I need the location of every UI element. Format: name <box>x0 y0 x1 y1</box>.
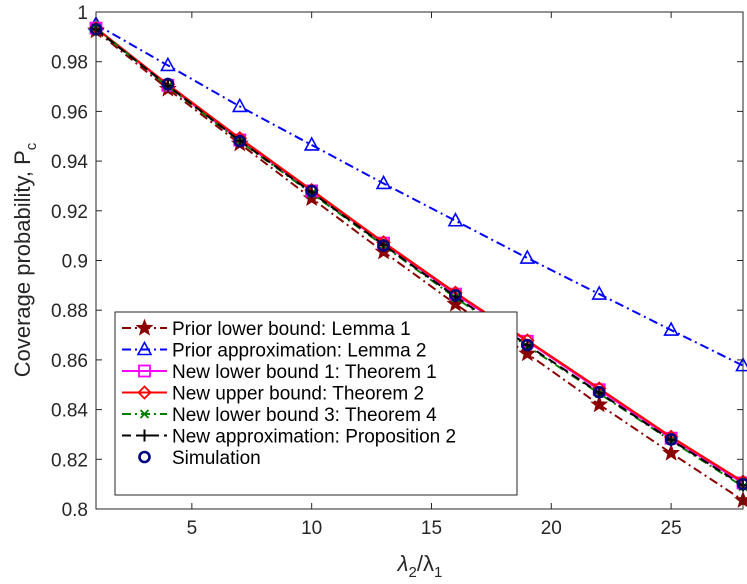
series-2-point <box>160 56 176 72</box>
legend-label: New upper bound: Theorem 2 <box>172 384 424 405</box>
y-tick-label: 0.82 <box>51 450 88 471</box>
series-7-point <box>377 239 390 252</box>
series-7-point <box>664 433 678 446</box>
tick-labels: 5 10 15 20 25 0.8 0.82 0.84 0.86 0.88 0.9 0.92 0.94 0… <box>51 3 682 539</box>
series-2-point <box>519 249 536 264</box>
legend-label: Prior approximation: Lemma 2 <box>172 341 427 362</box>
x-tick-label: 15 <box>421 518 442 539</box>
series-1-point <box>518 344 537 362</box>
legend-entry-4: New upper bound: Theorem 2 <box>122 384 424 405</box>
x-tick-label: 10 <box>301 518 322 539</box>
series-2-point <box>447 212 464 227</box>
x-tick-label: 20 <box>541 518 562 539</box>
series-7-point <box>233 134 247 148</box>
legend-label: New lower bound 1: Theorem 1 <box>172 362 437 383</box>
legend-marker <box>137 385 152 400</box>
series-1-point <box>662 443 681 461</box>
y-tick-label: 0.98 <box>51 53 88 74</box>
legend-marker <box>135 318 154 336</box>
x-label-lambda: λ <box>397 551 409 576</box>
legend-label: Prior lower bound: Lemma 1 <box>172 319 411 340</box>
x-tick-label: 25 <box>661 518 682 539</box>
legend-label: Simulation <box>172 448 261 469</box>
legend-entry-7: Simulation <box>138 448 261 469</box>
series-7-point <box>161 77 175 91</box>
y-tick-label: 0.9 <box>62 252 88 273</box>
series-7-point <box>592 385 606 399</box>
series-layer <box>87 15 747 508</box>
series-2-point <box>375 174 392 190</box>
series-6-line <box>95 28 744 487</box>
x-label-sub-2: 2 <box>409 564 417 581</box>
x-axis-label: λ2/λ1 <box>397 551 443 581</box>
series-4-line <box>95 27 744 483</box>
legend-entry-3: New lower bound 1: Theorem 1 <box>122 362 437 383</box>
y-tick-label: 0.88 <box>51 301 88 322</box>
x-label-slash: /λ <box>417 551 434 576</box>
series-2-line <box>95 23 744 367</box>
y-tick-label: 0.92 <box>51 202 88 223</box>
series-7-point <box>449 288 462 302</box>
series-2-point <box>591 285 608 300</box>
series-1-line <box>95 29 744 502</box>
y-tick-label: 0.94 <box>51 152 88 173</box>
legend-marker <box>138 429 151 442</box>
legend-box <box>114 311 518 496</box>
legend-marker <box>139 409 150 419</box>
legend-entry-6: New approximation: Proposition 2 <box>122 427 456 448</box>
y-tick-label: 1 <box>77 3 88 24</box>
series-2-point <box>663 321 679 336</box>
y-tick-label: 0.84 <box>51 401 88 422</box>
series-2-point <box>303 136 320 151</box>
legend-label: New approximation: Proposition 2 <box>172 427 456 448</box>
y-label-main: Coverage probability, P <box>10 150 35 377</box>
legend-marker <box>138 450 151 464</box>
plot-frame <box>95 11 744 510</box>
y-tick-label: 0.96 <box>51 102 88 123</box>
y-axis-label: Coverage probability, Pc <box>10 142 40 377</box>
series-2-point <box>231 97 248 113</box>
series-7-point <box>521 338 534 352</box>
y-tick-label: 0.86 <box>51 351 88 372</box>
legend-label: New lower bound 3: Theorem 4 <box>172 405 437 426</box>
series-1-point <box>590 395 609 413</box>
y-label-sub: c <box>23 142 40 150</box>
legend-entry-2: Prior approximation: Lemma 2 <box>122 341 427 362</box>
legend-entry-5: New lower bound 3: Theorem 4 <box>122 405 437 426</box>
legend-entry-1: Prior lower bound: Lemma 1 <box>122 318 411 340</box>
y-tick-label: 0.8 <box>62 500 88 521</box>
legend-marker <box>136 340 153 356</box>
x-tick-label: 5 <box>187 518 198 539</box>
legend-marker <box>138 364 151 378</box>
series-7-point <box>305 184 318 198</box>
x-label-sub-1: 1 <box>434 564 442 581</box>
